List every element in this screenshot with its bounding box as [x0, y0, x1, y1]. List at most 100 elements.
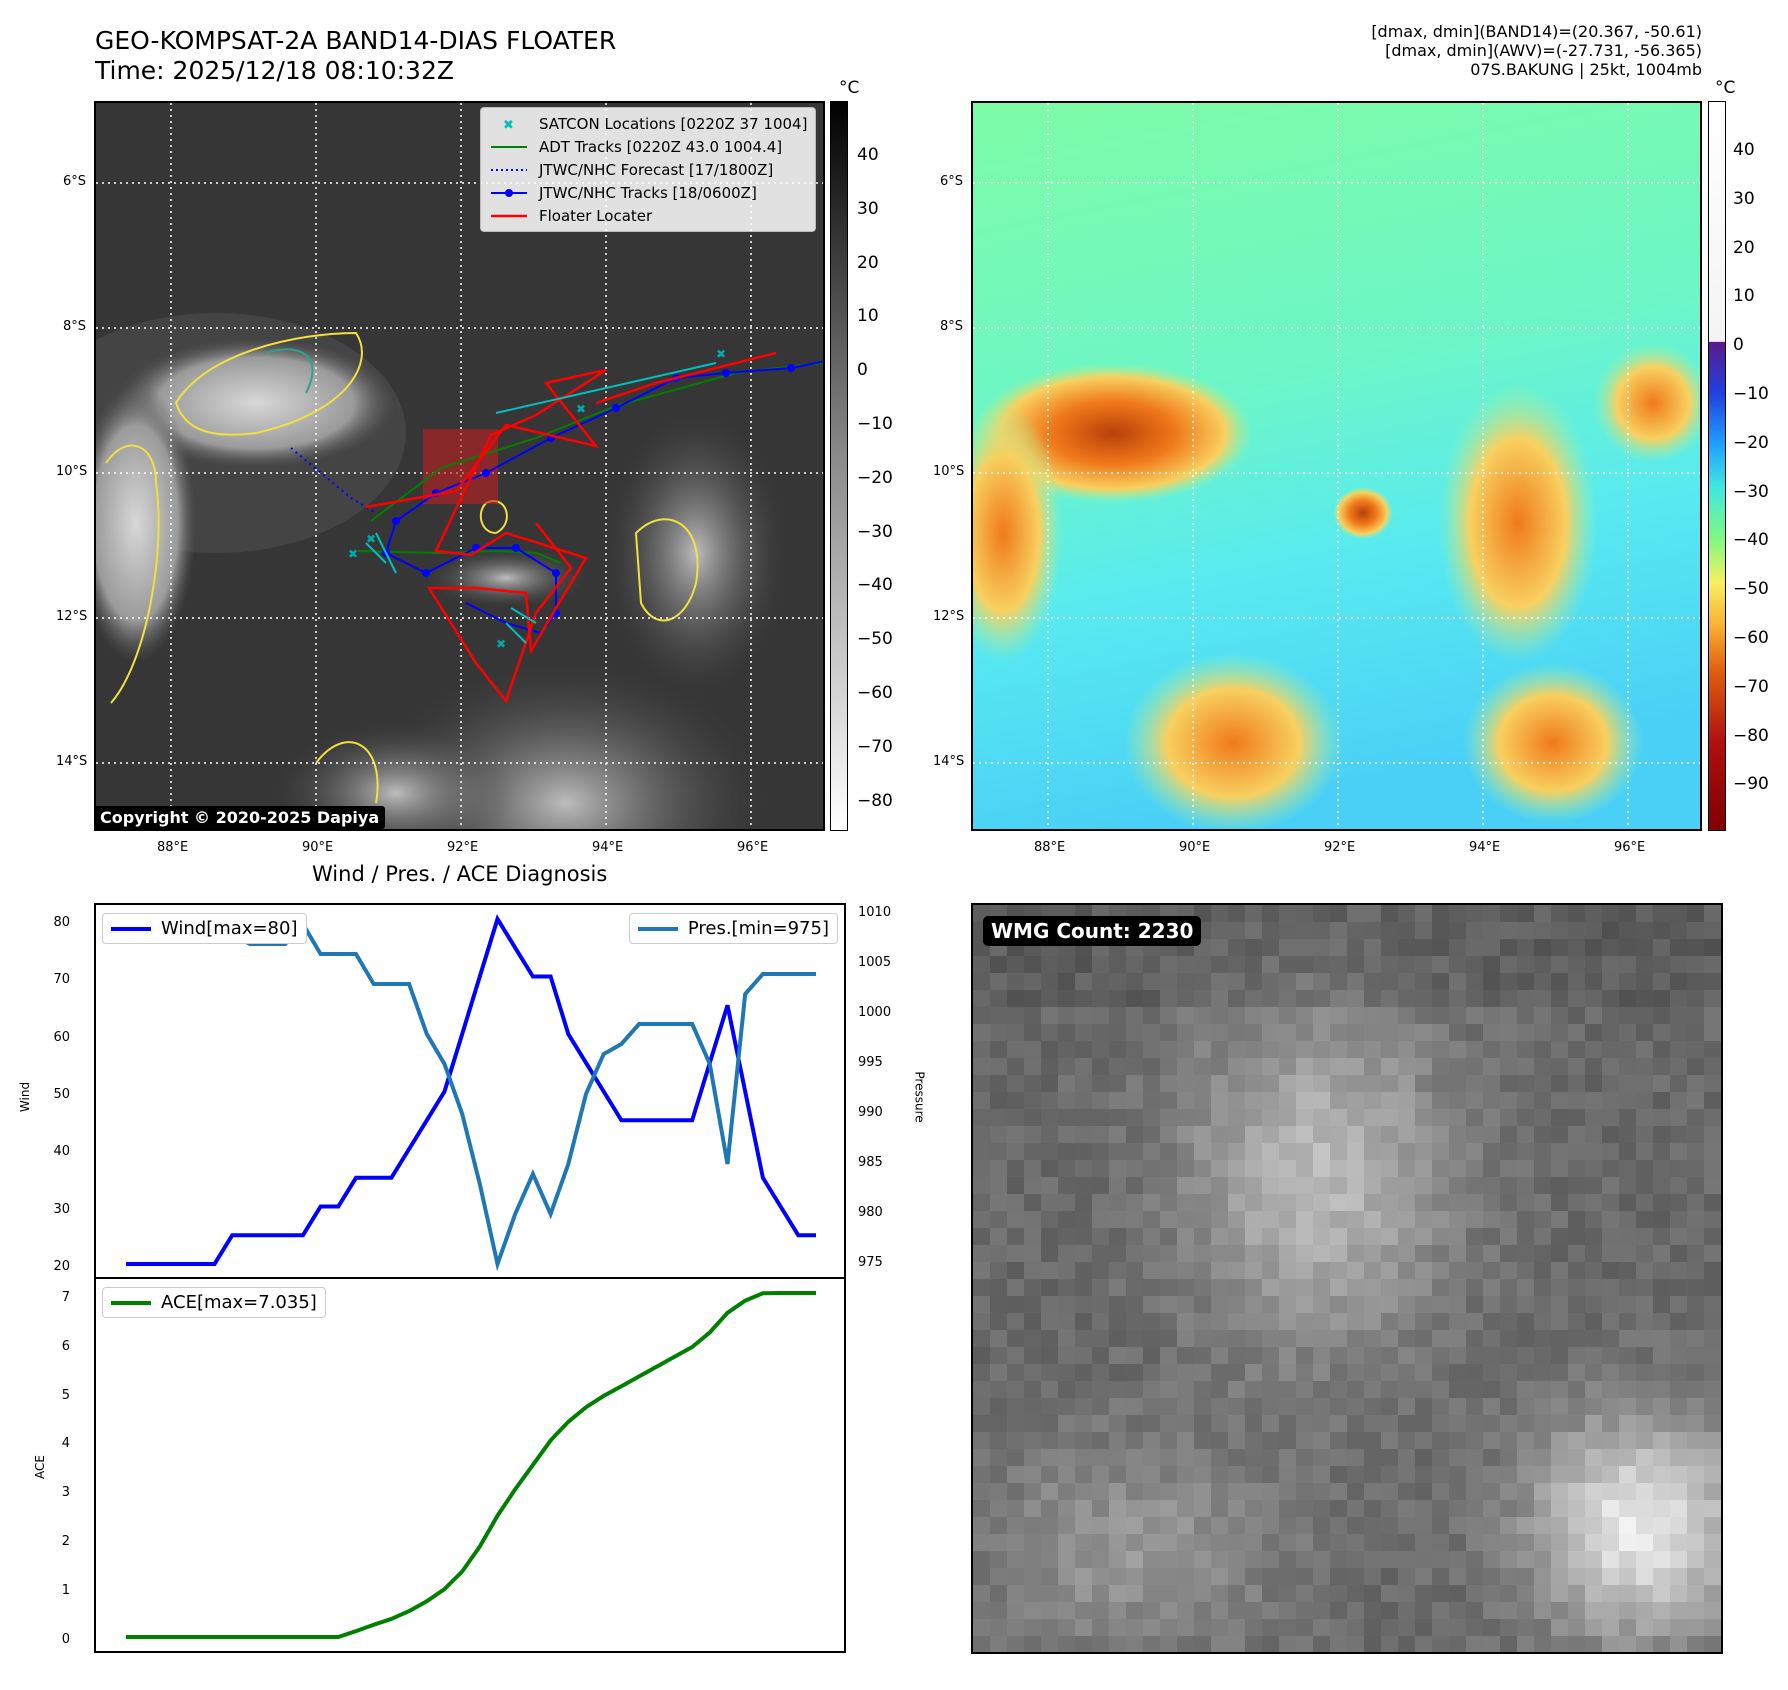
awv-colorbar-tick: 10: [1733, 286, 1755, 307]
ir-lat-6s: 6°S: [63, 174, 87, 189]
wind-ylabel: Wind: [18, 1081, 33, 1113]
svg-text:✖: ✖: [503, 118, 514, 131]
ir-colorbar-tick: −10: [857, 414, 893, 434]
ir-colorbar-tick: −80: [857, 790, 893, 811]
info-storm: 07S.BAKUNG | 25kt, 1004mb: [1470, 60, 1702, 79]
ir-colorbar-tick: 10: [857, 306, 879, 327]
ace-series-line: [126, 1291, 816, 1639]
ir-colorbar-tick: 20: [857, 252, 879, 273]
wind-series-line: [126, 914, 816, 1266]
wind-pres-svg: [126, 914, 816, 1272]
awv-colorbar-tick: 20: [1733, 237, 1755, 258]
ir-lat-12s: 12°S: [56, 609, 88, 624]
ir-lon-88e: 88°E: [157, 840, 189, 855]
ir-legend: ✖ SATCON Locations [0220Z 37 1004] ADT T…: [480, 107, 817, 232]
awv-lon-94e: 94°E: [1469, 840, 1501, 855]
legend-adt-label: ADT Tracks [0220Z 43.0 1004.4]: [539, 137, 783, 156]
awv-lon-96e: 96°E: [1614, 840, 1646, 855]
awv-colorbar-tick: −70: [1733, 676, 1769, 697]
awv-image-panel: [971, 101, 1702, 831]
ace-tick: 2: [61, 1534, 70, 1549]
wind-pres-plot: Wind[max=80] Pres.[min=975]: [94, 903, 846, 1279]
ace-tick: 1: [61, 1582, 70, 1598]
svg-text:✖: ✖: [576, 402, 586, 416]
ir-lon-92e: 92°E: [447, 840, 479, 855]
ace-tick: 6: [61, 1338, 70, 1354]
ir-lon-96e: 96°E: [737, 840, 769, 855]
ir-lon-90e: 90°E: [302, 840, 334, 855]
ir-colorbar-tick: −30: [857, 521, 893, 542]
awv-lat-6s: 6°S: [940, 174, 964, 189]
storm-info: [dmax, dmin](BAND14)=(20.367, -50.61) [d…: [1371, 22, 1702, 79]
ace-plot: ACE[max=7.035]: [94, 1277, 846, 1653]
wmg-image: [973, 905, 1721, 1652]
pres-series-line: [126, 920, 816, 1272]
awv-lon-90e: 90°E: [1179, 840, 1211, 855]
info-awv: [dmax, dmin](AWV)=(-27.731, -56.365): [1385, 41, 1702, 60]
figure-title: GEO-KOMPSAT-2A BAND14-DIAS FLOATER Time:…: [95, 26, 616, 86]
awv-lat-8s: 8°S: [940, 319, 964, 334]
ir-colorbar-tick: −70: [857, 736, 893, 757]
legend-satcon-label: SATCON Locations [0220Z 37 1004]: [539, 114, 808, 133]
wind-legend-label: Wind[max=80]: [161, 918, 298, 939]
ir-colorbar-tick: 30: [857, 198, 879, 219]
legend-forecast: JTWC/NHC Forecast [17/1800Z]: [489, 158, 807, 181]
legend-floater-label: Floater Locater: [539, 206, 653, 225]
ir-lat-14s: 14°S: [56, 754, 88, 769]
svg-text:✖: ✖: [366, 532, 376, 546]
ir-lon-94e: 94°E: [592, 840, 624, 855]
awv-colorbar: [1708, 101, 1726, 831]
wmg-count-badge: WMG Count: 2230: [983, 916, 1202, 946]
svg-text:✖: ✖: [716, 347, 726, 361]
ir-colorbar-tick: −50: [857, 629, 893, 650]
time-line: Time: 2025/12/18 08:10:32Z: [95, 56, 454, 85]
ir-lat-10s: 10°S: [56, 464, 88, 479]
legend-forecast-label: JTWC/NHC Forecast [17/1800Z]: [539, 160, 774, 179]
ace-tick: 7: [61, 1290, 70, 1305]
pres-tick: 1005: [858, 955, 892, 970]
pres-legend-label: Pres.[min=975]: [687, 918, 829, 939]
awv-lon-92e: 92°E: [1324, 840, 1356, 855]
ace-tick: 5: [61, 1387, 70, 1403]
pres-tick: 980: [858, 1205, 883, 1220]
awv-colorbar-tick: −80: [1733, 725, 1769, 746]
awv-lat-14s: 14°S: [933, 754, 965, 769]
svg-text:✖: ✖: [496, 637, 506, 651]
pres-tick: 995: [858, 1055, 883, 1070]
wind-tick: 20: [53, 1258, 70, 1274]
wind-tick: 60: [53, 1029, 70, 1045]
ir-colorbar-tick: −20: [857, 467, 893, 488]
wind-tick: 30: [53, 1201, 70, 1217]
wind-tick: 80: [53, 915, 70, 930]
ace-legend-label: ACE[max=7.035]: [161, 1292, 317, 1313]
awv-colorbar-tick: −20: [1733, 432, 1769, 453]
awv-colorbar-tick: −90: [1733, 774, 1769, 795]
awv-colorbar-tick: 0: [1733, 335, 1744, 356]
legend-floater: Floater Locater: [489, 204, 807, 227]
awv-lat-12s: 12°S: [933, 609, 965, 624]
wind-legend: Wind[max=80]: [102, 913, 307, 944]
ir-image-panel: ✖ ✖ ✖ ✖ ✖ ✖ SATCON Locations [0220Z 37 1004…: [94, 101, 825, 831]
awv-colorbar-tick: −50: [1733, 579, 1769, 600]
wmg-panel: [971, 903, 1723, 1654]
ir-colorbar: [830, 101, 848, 831]
pres-tick: 975: [858, 1255, 883, 1270]
ace-legend: ACE[max=7.035]: [102, 1287, 326, 1318]
wind-tick: 70: [53, 972, 70, 988]
ir-colorbar-unit: °C: [839, 78, 860, 98]
ace-svg: [126, 1291, 816, 1639]
ace-ylabel: ACE: [32, 1455, 47, 1479]
pres-legend: Pres.[min=975]: [628, 913, 838, 944]
legend-adt: ADT Tracks [0220Z 43.0 1004.4]: [489, 135, 807, 158]
pres-ylabel: Pressure: [912, 1071, 927, 1123]
info-band14: [dmax, dmin](BAND14)=(20.367, -50.61): [1371, 22, 1702, 41]
legend-tracks: JTWC/NHC Tracks [18/0600Z]: [489, 181, 807, 204]
awv-colorbar-unit: °C: [1715, 78, 1736, 98]
wind-tick: 50: [53, 1086, 70, 1102]
pres-tick: 990: [858, 1105, 883, 1120]
awv-colorbar-tick: 30: [1733, 188, 1755, 209]
title-line: GEO-KOMPSAT-2A BAND14-DIAS FLOATER: [95, 26, 617, 55]
pres-tick: 985: [858, 1155, 883, 1170]
svg-text:✖: ✖: [348, 547, 358, 561]
ir-colorbar-tick: −40: [857, 575, 893, 596]
